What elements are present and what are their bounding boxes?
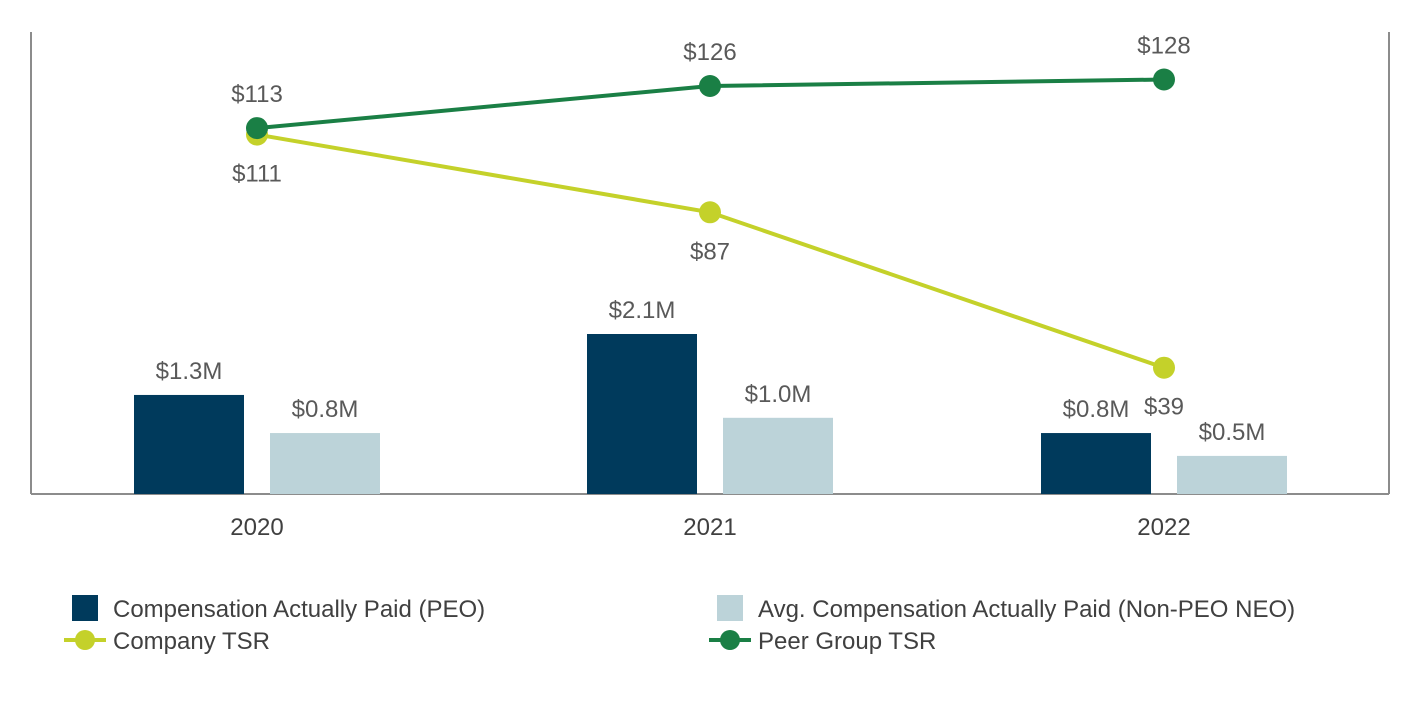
line-series2-point-2021 [699,75,721,97]
bar-series-group [134,334,1287,494]
legend-swatch [72,595,98,621]
axes [30,32,1390,495]
legend-item-2: Avg. Compensation Actually Paid (Non-PEO… [717,595,1295,623]
legend-item-4: Peer Group TSR [709,628,936,655]
bar-series1-2022 [1041,433,1151,494]
line-value-label: $111 [232,161,282,188]
legend-label: Peer Group TSR [758,628,936,655]
bar-value-label: $1.3M [156,358,223,385]
legend-marker [720,630,740,650]
line-series1-point-2022 [1153,356,1175,379]
bar-value-label: $0.8M [292,396,359,423]
x-tick-label: 2020 [230,514,283,541]
bar-value-label: $0.8M [1063,396,1130,423]
line-value-label: $113 [231,81,283,108]
line-value-label: $87 [690,238,730,265]
line-series-group [246,68,1175,379]
legend-label: Company TSR [113,628,270,655]
legend-item-3: Company TSR [64,628,270,655]
bar-series2-2020 [270,433,380,494]
legend: Compensation Actually Paid (PEO) Avg. Com… [64,595,1295,655]
x-tick-label: 2022 [1137,514,1190,541]
line-value-label: $39 [1144,394,1184,421]
legend-label: Compensation Actually Paid (PEO) [113,596,485,623]
bar-series1-2021 [587,334,697,494]
line-series2-point-2020 [246,117,268,140]
bar-series1-2020 [134,394,244,494]
bar-value-label: $0.5M [1199,419,1266,446]
bar-value-label: $1.0M [745,381,812,408]
line-series1-point-2021 [699,201,721,224]
data-labels-group: $1.3M $2.1M $0.8M $0.8M $1.0M $0.5M $111 $87 $39… [156,33,1266,446]
line-series2-point-2022 [1153,68,1175,91]
legend-label: Avg. Compensation Actually Paid (Non-PEO… [758,596,1295,623]
bar-value-label: $2.1M [609,297,676,324]
x-axis-ticks: 2020 2021 2022 [230,514,1190,541]
legend-marker [75,630,95,650]
line-value-label: $128 [1137,33,1190,60]
legend-swatch [717,595,743,621]
line-value-label: $126 [683,39,736,66]
x-tick-label: 2021 [683,514,736,541]
bar-series2-2021 [723,417,833,494]
bar-series2-2022 [1177,455,1287,494]
legend-item-1: Compensation Actually Paid (PEO) [72,595,485,623]
